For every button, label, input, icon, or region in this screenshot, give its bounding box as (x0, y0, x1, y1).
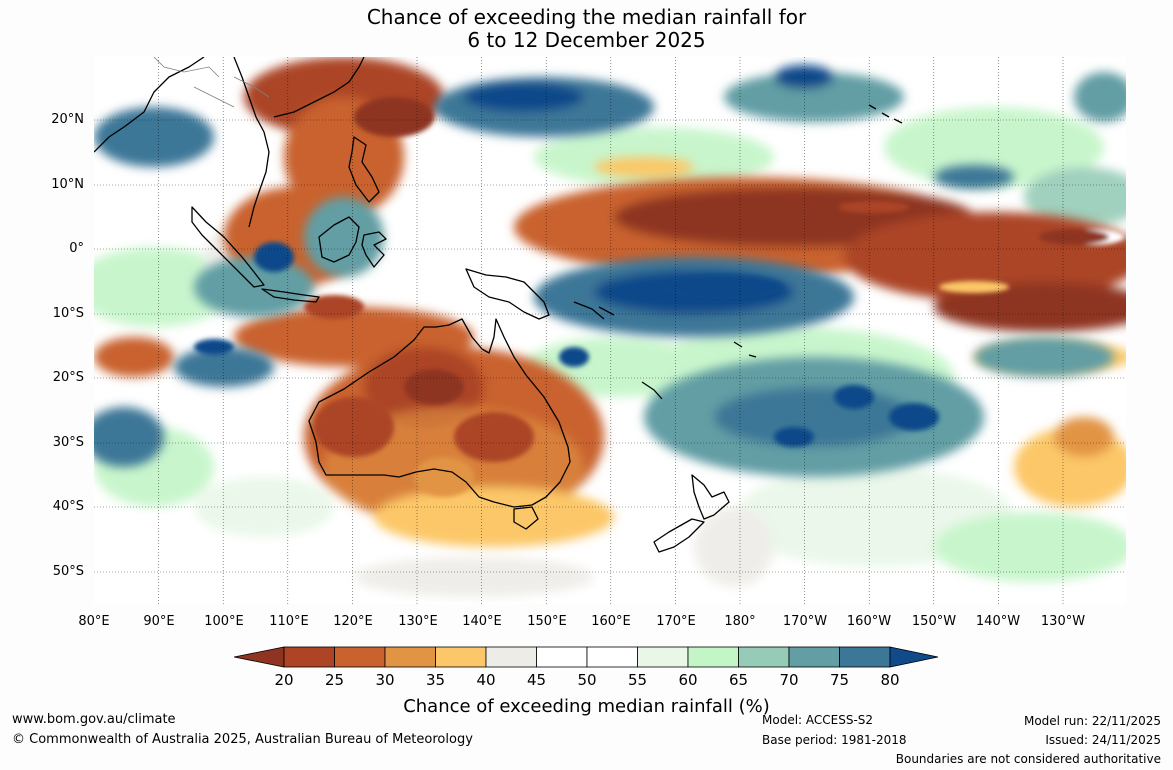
sulawesi-coastline (361, 231, 387, 268)
colorbar-segment (839, 646, 891, 668)
new-guinea-coastline (465, 268, 550, 320)
colorbar-over-triangle (889, 646, 939, 668)
lon-label-140W: 140°W (975, 614, 1021, 629)
lon-label-130E: 130°E (398, 614, 438, 629)
solomon-islands-coastline (573, 301, 615, 320)
lon-label-80E: 80°E (78, 614, 110, 629)
lon-label-170W: 170°W (782, 614, 828, 629)
lat-label-20N: 20°N (51, 112, 84, 127)
lat-label-10N: 10°N (51, 177, 84, 192)
lat-label-equator: 0° (69, 241, 84, 256)
colorbar-segment (435, 646, 487, 668)
colorbar-under-triangle (234, 646, 285, 668)
lon-label-140E: 140°E (462, 614, 502, 629)
colorbar-segment (384, 646, 436, 668)
lon-label-170E: 170°E (656, 614, 696, 629)
lon-label-160W: 160°W (846, 614, 892, 629)
footer-boundaries-note: Boundaries are not considered authoritat… (895, 752, 1161, 766)
graticule (94, 57, 1126, 604)
philippines-coastline (348, 136, 380, 203)
colorbar-tick-label: 55 (627, 671, 648, 689)
colorbar-tick-label: 35 (425, 671, 446, 689)
colorbar-label: Chance of exceeding median rainfall (%) (403, 696, 770, 717)
colorbar-segment (738, 646, 790, 668)
footer-model-run: Model run: 22/11/2025 (1023, 714, 1161, 728)
colorbar-segment (788, 646, 840, 668)
lon-label-120E: 120°E (333, 614, 373, 629)
colorbar-tick-label: 50 (577, 671, 597, 689)
map-title-line1: Chance of exceeding the median rainfall … (366, 5, 807, 29)
country-borders (153, 57, 270, 108)
colorbar-segment (586, 646, 638, 668)
coastlines (94, 57, 903, 553)
colorbar-tick-label: 45 (526, 671, 547, 689)
colorbar-segment (283, 646, 335, 668)
lon-label-90E: 90°E (143, 614, 175, 629)
new-zealand-south-coastline (653, 518, 705, 553)
colorbar (234, 646, 939, 668)
colorbar-tick-label: 30 (375, 671, 395, 689)
borneo-coastline (318, 216, 360, 263)
field-detail (194, 97, 1124, 497)
colorbar-segment (334, 646, 386, 668)
lat-label-10S: 10°S (52, 306, 84, 321)
lon-label-100E: 100°E (204, 614, 244, 629)
colorbar-tick-label: 25 (324, 671, 345, 689)
new-caledonia-coastline (641, 381, 663, 400)
sumatra-coastline (191, 206, 265, 288)
colorbar-tick-label: 60 (678, 671, 698, 689)
lon-label-110E: 110°E (269, 614, 309, 629)
colorbar-tick-label: 65 (728, 671, 749, 689)
new-zealand-north-coastline (691, 474, 730, 520)
footer-model: Model: ACCESS-S2 (762, 713, 874, 727)
map-title-line2: 6 to 12 December 2025 (467, 28, 706, 52)
colorbar-segment (536, 646, 588, 668)
footer-url: www.bom.gov.au/climate (12, 712, 176, 727)
lat-label-50S: 50°S (52, 564, 84, 579)
footer-copyright: © Commonwealth of Australia 2025, Austra… (12, 732, 473, 747)
colorbar-tick-label: 70 (779, 671, 799, 689)
lon-label-150E: 150°E (527, 614, 567, 629)
java-coastline (261, 288, 320, 303)
colorbar-tick-label: 40 (476, 671, 496, 689)
australia-coastline (308, 318, 571, 508)
lon-label-160E: 160°E (591, 614, 631, 629)
fiji-coastline (733, 341, 757, 358)
footer-base-period: Base period: 1981-2018 (762, 733, 907, 747)
colorbar-segment (687, 646, 739, 668)
lat-label-30S: 30°S (52, 435, 84, 450)
colorbar-tick-label: 20 (274, 671, 294, 689)
footer-issued: Issued: 24/11/2025 (1045, 733, 1161, 747)
lon-label-180: 180° (724, 614, 756, 629)
colorbar-tick-label: 75 (829, 671, 850, 689)
lon-label-150W: 150°W (911, 614, 957, 629)
lat-label-40S: 40°S (52, 499, 84, 514)
colorbar-segment (637, 646, 689, 668)
mainland-asia-coastline (94, 57, 365, 228)
lat-label-20S: 20°S (52, 370, 84, 385)
colorbar-tick-label: 80 (880, 671, 900, 689)
rainfall-probability-map (94, 57, 1126, 604)
lon-label-130W: 130°W (1040, 614, 1086, 629)
hawaii-coastline (868, 104, 903, 124)
colorbar-segment (485, 646, 537, 668)
tasmania-coastline (513, 506, 539, 530)
